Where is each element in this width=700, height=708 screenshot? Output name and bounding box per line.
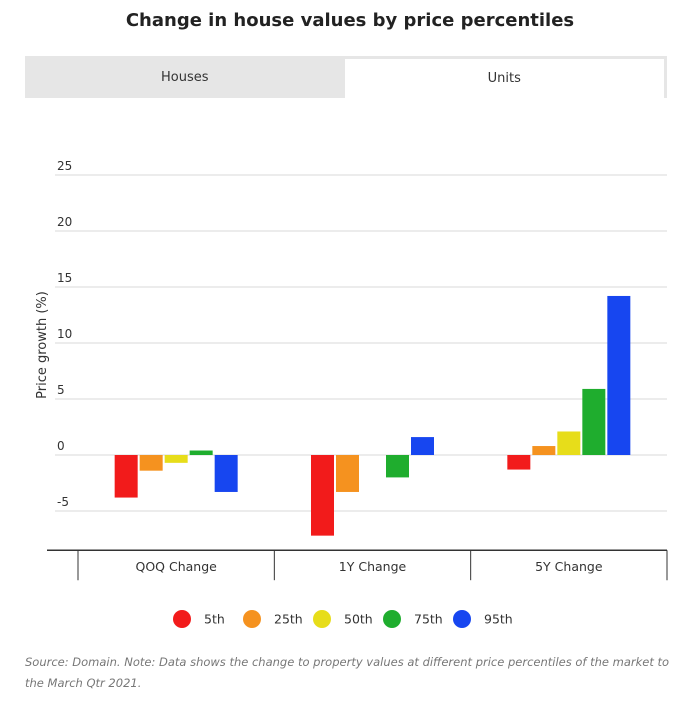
x-tick-label: QOQ Change <box>135 559 217 574</box>
y-tick-label: 10 <box>57 327 72 341</box>
bar-95th-0[interactable] <box>214 455 238 492</box>
x-axis: QOQ Change 1Y Change 5Y Change <box>47 549 668 581</box>
y-tick-label: 5 <box>57 383 65 397</box>
legend-marker-75th <box>383 610 401 628</box>
x-tick-label: 5Y Change <box>535 559 603 574</box>
bar-chart: 25 20 15 10 5 0 -5 Price growth (%) QOQ Change… <box>35 159 668 628</box>
bar-95th-1[interactable] <box>411 437 434 455</box>
tab-units[interactable]: Units <box>344 56 667 98</box>
bar-25th-0[interactable] <box>139 455 163 471</box>
legend-label[interactable]: 95th <box>484 612 513 627</box>
legend-label[interactable]: 50th <box>344 612 373 627</box>
y-tick-label: 0 <box>57 439 65 453</box>
bar-50th-2[interactable] <box>557 431 581 455</box>
legend-marker-25th <box>243 610 261 628</box>
bar-5th-2[interactable] <box>507 455 531 470</box>
y-axis-ticks: 25 20 15 10 5 0 -5 <box>57 159 72 509</box>
y-axis-label: Price growth (%) <box>35 291 50 399</box>
legend-marker-5th <box>173 610 191 628</box>
legend-label[interactable]: 75th <box>414 612 443 627</box>
bar-75th-1[interactable] <box>386 455 409 478</box>
y-tick-label: -5 <box>57 495 69 509</box>
legend-marker-95th <box>453 610 471 628</box>
tab-bar: Houses Units <box>25 56 667 98</box>
y-tick-label: 20 <box>57 215 72 229</box>
legend-label[interactable]: 5th <box>204 612 225 627</box>
chart-title: Change in house values by price percenti… <box>125 10 575 31</box>
tab-houses[interactable]: Houses <box>160 69 209 85</box>
bar-50th-0[interactable] <box>164 455 188 463</box>
bar-75th-0[interactable] <box>189 450 213 455</box>
bar-5th-1[interactable] <box>311 455 334 536</box>
y-tick-label: 15 <box>57 271 72 285</box>
legend-marker-50th <box>313 610 331 628</box>
bars <box>114 295 631 536</box>
source-note: Source: Domain. Note: Data shows the cha… <box>25 655 670 690</box>
bar-25th-1[interactable] <box>336 455 359 492</box>
y-tick-label: 25 <box>57 159 72 173</box>
legend-label[interactable]: 25th <box>274 612 303 627</box>
legend: 5th 25th 50th 75th 95th <box>173 610 513 628</box>
bar-25th-2[interactable] <box>532 446 556 455</box>
bar-75th-2[interactable] <box>582 388 606 455</box>
x-tick-label: 1Y Change <box>339 559 407 574</box>
bar-5th-0[interactable] <box>114 455 138 498</box>
bar-95th-2[interactable] <box>607 295 631 455</box>
